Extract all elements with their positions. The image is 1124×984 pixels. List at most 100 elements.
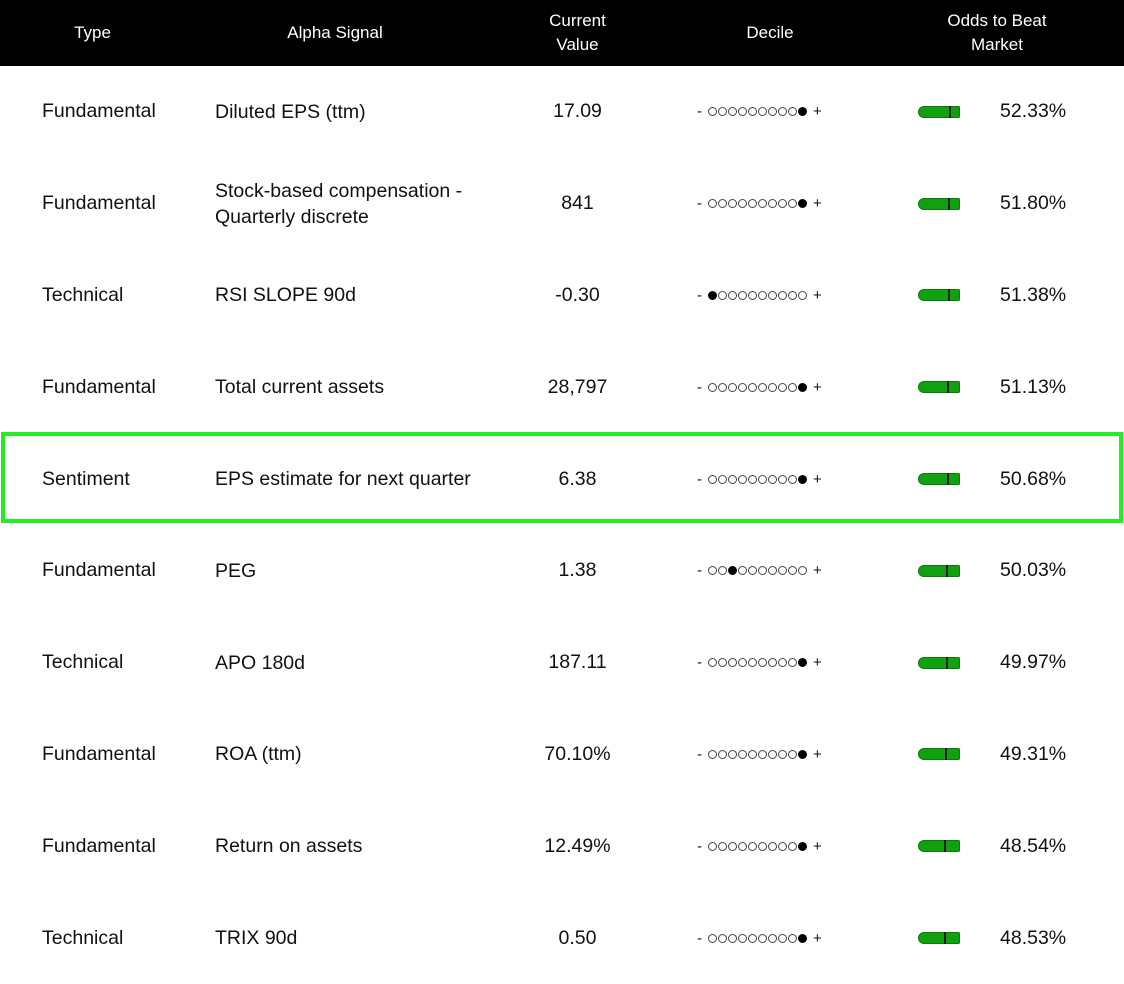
- header-odds-line1: Odds to Beat: [947, 11, 1047, 30]
- decile-dot-empty: [738, 474, 747, 484]
- decile-dot-empty: [788, 474, 797, 484]
- header-odds-to-beat-market[interactable]: Odds to Beat Market: [870, 0, 1124, 66]
- decile-plus-label: +: [813, 929, 822, 947]
- odds-to-beat-market-value: 50.68%: [1000, 467, 1067, 490]
- decile-indicator: - +: [697, 250, 857, 342]
- decile-dot-empty: [778, 382, 787, 392]
- table-row[interactable]: Technical APO 180d 187.11- +49.97%: [0, 617, 1124, 709]
- decile-dot-empty: [728, 382, 737, 392]
- decile-dots: [708, 658, 807, 668]
- decile-minus-label: -: [697, 378, 702, 396]
- table-row[interactable]: Fundamental Stock-based compensation - Qu…: [0, 158, 1124, 250]
- odds-to-beat-market-value: 48.53%: [1000, 926, 1067, 949]
- decile-indicator: - +: [697, 525, 857, 617]
- decile-dot-empty: [748, 474, 757, 484]
- decile-minus-label: -: [697, 929, 702, 947]
- table-body: Fundamental Diluted EPS (ttm) 17.09- +52.33…: [0, 66, 1124, 984]
- decile-indicator: - +: [697, 709, 857, 801]
- decile-indicator: - +: [697, 617, 857, 709]
- decile-dot-empty: [718, 841, 727, 851]
- odds-to-beat-market-value: 51.80%: [1000, 192, 1067, 215]
- current-value: 28,797: [547, 375, 608, 398]
- header-current-value[interactable]: Current Value: [485, 0, 670, 66]
- decile-dots: [708, 566, 807, 576]
- current-value: 0.50: [558, 926, 597, 949]
- decile-dot-empty: [788, 382, 797, 392]
- decile-dot-empty: [768, 199, 777, 209]
- decile-dot-empty: [778, 474, 787, 484]
- odds-bar-marker: [948, 105, 951, 118]
- header-odds-line2: Market: [971, 35, 1023, 54]
- decile-dot-filled: [798, 107, 807, 117]
- signal-type: Fundamental: [42, 559, 156, 582]
- table-row[interactable]: Fundamental Return on assets 12.49% - +48.54…: [0, 800, 1124, 892]
- decile-dot-empty: [738, 749, 747, 759]
- decile-dot-empty: [718, 933, 727, 943]
- odds-bar-cell: [918, 158, 962, 250]
- odds-bar: [918, 381, 960, 394]
- table-header: Type Alpha Signal Current Value Decile O…: [0, 0, 1124, 66]
- table-row[interactable]: Technical RSI SLOPE 90d -0.30- +51.38%: [0, 250, 1124, 342]
- odds-bar-cell: [918, 433, 962, 525]
- header-type[interactable]: Type: [74, 23, 111, 42]
- decile-dot-filled: [728, 566, 737, 576]
- decile-dot-empty: [758, 749, 767, 759]
- decile-plus-label: +: [813, 837, 822, 855]
- table-row[interactable]: Fundamental PEG 1.38- +50.03%: [0, 525, 1124, 617]
- decile-dots: [708, 841, 807, 851]
- decile-minus-label: -: [697, 654, 702, 672]
- table-row[interactable]: Fundamental Total current assets 28,797- +5…: [0, 341, 1124, 433]
- current-value: 70.10%: [544, 742, 611, 765]
- signal-type: Technical: [42, 283, 124, 306]
- decile-dot-empty: [748, 107, 757, 117]
- table-row[interactable]: Fundamental ROA (ttm) 70.10% - +49.31%: [0, 709, 1124, 801]
- decile-dot-filled: [708, 290, 717, 300]
- decile-dot-filled: [798, 841, 807, 851]
- decile-dot-empty: [768, 658, 777, 668]
- decile-dot-empty: [778, 566, 787, 576]
- decile-dot-filled: [798, 749, 807, 759]
- decile-dot-empty: [718, 382, 727, 392]
- odds-bar-marker: [946, 564, 949, 577]
- decile-dot-empty: [788, 933, 797, 943]
- signal-name: EPS estimate for next quarter: [215, 468, 471, 491]
- decile-dots: [708, 382, 807, 392]
- decile-dot-empty: [748, 290, 757, 300]
- decile-dot-empty: [778, 841, 787, 851]
- decile-minus-label: -: [697, 745, 702, 763]
- signal-name: Return on assets: [215, 835, 363, 858]
- signal-type: Technical: [42, 651, 124, 674]
- table-row[interactable]: Sentiment EPS estimate for next quarter 6.…: [0, 433, 1124, 525]
- header-decile[interactable]: Decile: [746, 23, 794, 42]
- decile-dot-empty: [738, 933, 747, 943]
- table-row[interactable]: Technical TRIX 90d 0.50- +48.53%: [0, 892, 1124, 984]
- odds-bar-cell: [918, 341, 962, 433]
- decile-dot-empty: [788, 199, 797, 209]
- decile-dot-empty: [758, 199, 767, 209]
- decile-dot-empty: [798, 290, 807, 300]
- table-row[interactable]: Fundamental Diluted EPS (ttm) 17.09- +52.33…: [0, 66, 1124, 158]
- decile-minus-label: -: [697, 470, 702, 488]
- decile-dot-empty: [718, 566, 727, 576]
- odds-bar-cell: [918, 800, 962, 892]
- decile-dot-empty: [748, 841, 757, 851]
- decile-dot-filled: [798, 933, 807, 943]
- decile-indicator: - +: [697, 341, 857, 433]
- decile-dot-empty: [708, 841, 717, 851]
- decile-dot-empty: [748, 658, 757, 668]
- decile-dot-empty: [718, 658, 727, 668]
- decile-dot-empty: [778, 933, 787, 943]
- decile-minus-label: -: [697, 195, 702, 213]
- decile-minus-label: -: [697, 837, 702, 855]
- decile-plus-label: +: [813, 470, 822, 488]
- decile-dots: [708, 933, 807, 943]
- decile-dot-empty: [748, 933, 757, 943]
- decile-dot-empty: [788, 658, 797, 668]
- signal-type: Fundamental: [42, 375, 156, 398]
- odds-to-beat-market-value: 49.97%: [1000, 651, 1067, 674]
- decile-indicator: - +: [697, 66, 857, 158]
- decile-plus-label: +: [813, 195, 822, 213]
- current-value: 17.09: [553, 100, 602, 123]
- signal-type: Technical: [42, 926, 124, 949]
- header-alpha-signal[interactable]: Alpha Signal: [287, 23, 383, 42]
